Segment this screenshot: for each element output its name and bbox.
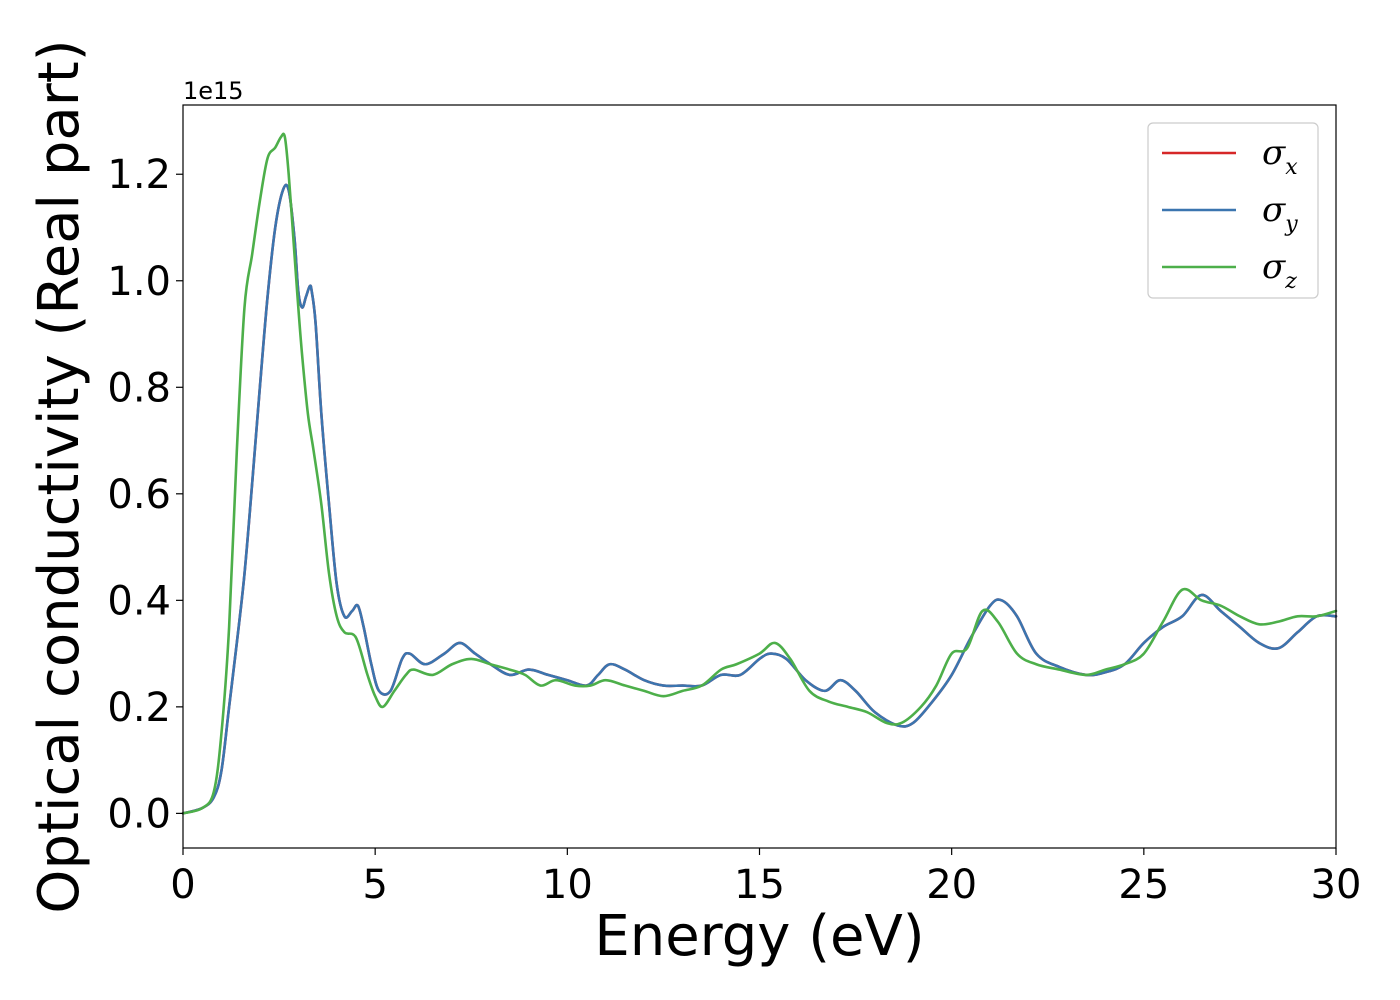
- x-axis-label: Energy (eV): [594, 904, 924, 969]
- y-axis-offset-label: 1e15: [183, 77, 244, 105]
- y-tick-label: 0.4: [107, 578, 171, 624]
- y-tick-label: 1.2: [107, 152, 171, 198]
- legend-label-base: σ: [1262, 247, 1286, 287]
- y-tick-label: 1.0: [107, 259, 171, 305]
- x-tick-label: 20: [926, 862, 977, 908]
- x-tick-label: 25: [1118, 862, 1169, 908]
- x-tick-label: 10: [542, 862, 593, 908]
- series-layer: [181, 132, 1338, 815]
- legend-label-base: σ: [1262, 190, 1286, 230]
- legend-label-base: σ: [1262, 133, 1286, 173]
- y-axis-ticks: 0.0 0.2 0.4 0.6 0.8 1.0 1.2: [107, 152, 183, 837]
- y-tick-label: 0.8: [107, 365, 171, 411]
- legend-label-subscript: z: [1284, 269, 1297, 294]
- x-tick-label: 0: [170, 862, 195, 908]
- legend-label-z: σz: [1262, 247, 1297, 294]
- y-tick-label: 0.0: [107, 791, 171, 837]
- x-axis-ticks: 0 5 10 15 20 25 30: [170, 848, 1361, 908]
- legend-label-subscript: y: [1284, 212, 1298, 237]
- legend-label-y: σy: [1262, 190, 1298, 237]
- legend-label-x: σx: [1262, 133, 1298, 180]
- y-tick-label: 0.2: [107, 685, 171, 731]
- y-tick-label: 0.6: [107, 472, 171, 518]
- x-tick-label: 5: [362, 862, 387, 908]
- y-axis-label: Optical conductivity (Real part): [27, 39, 92, 913]
- x-tick-label: 15: [734, 862, 785, 908]
- series-line-z: [181, 132, 1338, 815]
- legend-label-subscript: x: [1285, 155, 1298, 180]
- x-tick-label: 30: [1311, 862, 1362, 908]
